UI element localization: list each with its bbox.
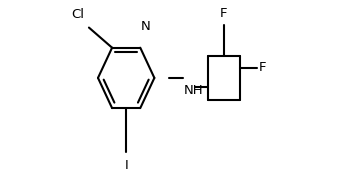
Text: F: F: [259, 61, 266, 74]
Text: F: F: [220, 6, 228, 20]
Text: Cl: Cl: [71, 8, 84, 21]
Text: I: I: [124, 160, 128, 172]
Text: N: N: [140, 20, 150, 33]
Text: NH: NH: [184, 84, 203, 97]
